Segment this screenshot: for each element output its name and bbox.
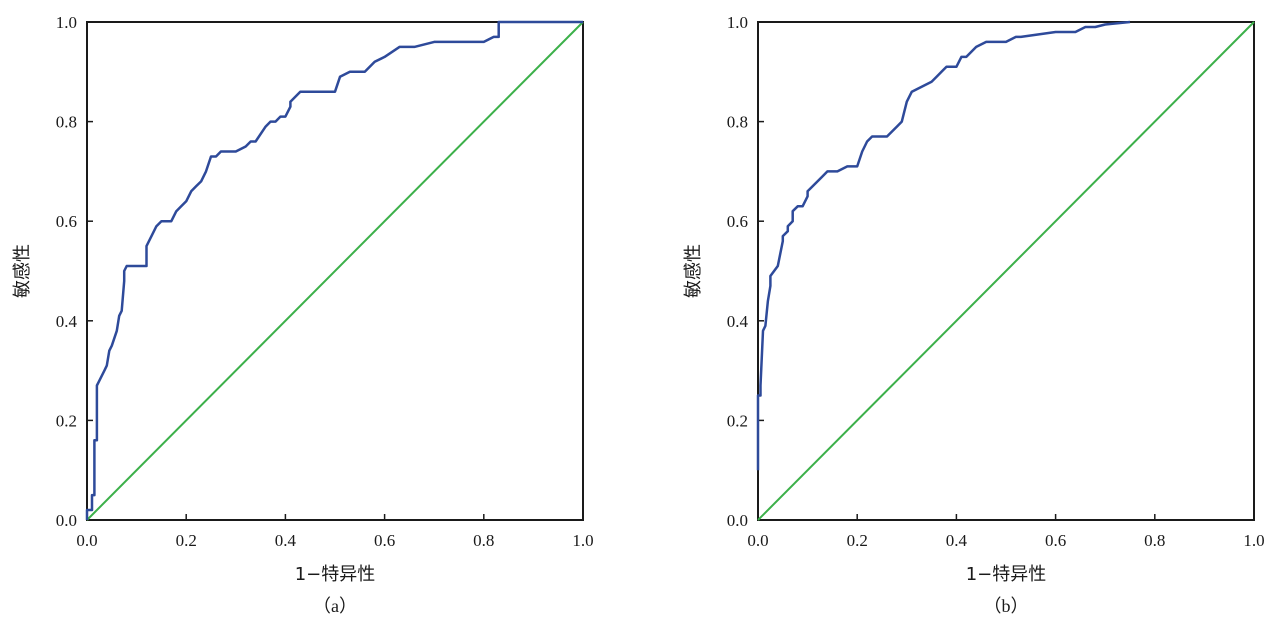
x-axis-title-b: 1−特异性 <box>966 564 1047 585</box>
y-tick-label-b-5: 1.0 <box>727 13 748 32</box>
y-tick-label-b-1: 0.2 <box>727 411 748 430</box>
y-tick-label-b-3: 0.6 <box>727 212 748 231</box>
x-tick-label-a-1: 0.2 <box>176 531 197 550</box>
y-axis-title-b: 敏感性 <box>683 244 704 298</box>
x-axis-title-a: 1−特异性 <box>295 564 376 585</box>
panel-label-b: （b） <box>984 596 1029 616</box>
roc-curve-a <box>85 20 583 520</box>
y-tick-label-a-2: 0.4 <box>56 312 78 331</box>
x-tick-label-b-0: 0.0 <box>747 531 768 550</box>
x-tick-label-b-2: 0.4 <box>946 531 968 550</box>
y-tick-label-b-4: 0.8 <box>727 113 748 132</box>
x-tick-label-a-4: 0.8 <box>473 531 494 550</box>
reference-line-b <box>757 21 1255 521</box>
y-tick-label-a-1: 0.2 <box>56 411 77 430</box>
panel-label-a: （a） <box>313 596 357 616</box>
roc-curve-b <box>756 20 1131 471</box>
x-tick-label-b-5: 1.0 <box>1243 531 1264 550</box>
y-tick-label-a-3: 0.6 <box>56 212 77 231</box>
plot-frame-b <box>757 21 1255 521</box>
x-tick-label-b-1: 0.2 <box>847 531 868 550</box>
x-tick-label-a-2: 0.4 <box>275 531 297 550</box>
x-tick-label-a-5: 1.0 <box>572 531 593 550</box>
chart-panel-a: 0.0 0.2 0.4 0.6 0.8 1.0 0.0 0.2 0.4 0.6 0.8 1.0 1−特异… <box>12 13 594 616</box>
x-tick-label-b-3: 0.6 <box>1045 531 1066 550</box>
x-tick-label-a-3: 0.6 <box>374 531 395 550</box>
reference-line-a <box>86 21 584 521</box>
y-tick-label-a-5: 1.0 <box>56 13 77 32</box>
y-tick-label-b-2: 0.4 <box>727 312 749 331</box>
y-tick-label-a-4: 0.8 <box>56 113 77 132</box>
y-axis-title-a: 敏感性 <box>12 244 33 298</box>
plot-frame-a <box>86 21 584 521</box>
y-tick-label-a-0: 0.0 <box>56 511 77 530</box>
x-tick-label-b-4: 0.8 <box>1144 531 1165 550</box>
chart-panel-b: 0.0 0.2 0.4 0.6 0.8 1.0 0.0 0.2 0.4 0.6 0.8 1.0 1−特异… <box>683 13 1265 616</box>
x-tick-label-a-0: 0.0 <box>76 531 97 550</box>
y-tick-label-b-0: 0.0 <box>727 511 748 530</box>
